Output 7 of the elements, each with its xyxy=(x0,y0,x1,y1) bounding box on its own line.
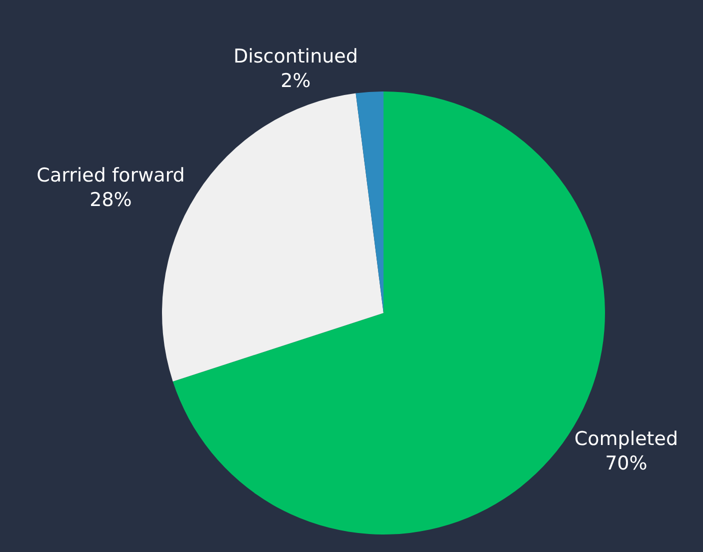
data-label: 28% xyxy=(90,188,132,211)
data-label: 70% xyxy=(605,452,648,475)
data-label: 2% xyxy=(280,70,311,92)
slice-label: Completed xyxy=(574,428,678,450)
slice-label: Discontinued xyxy=(233,45,358,68)
pie-slice xyxy=(356,92,384,313)
slice-label: Carried forward xyxy=(36,164,185,186)
